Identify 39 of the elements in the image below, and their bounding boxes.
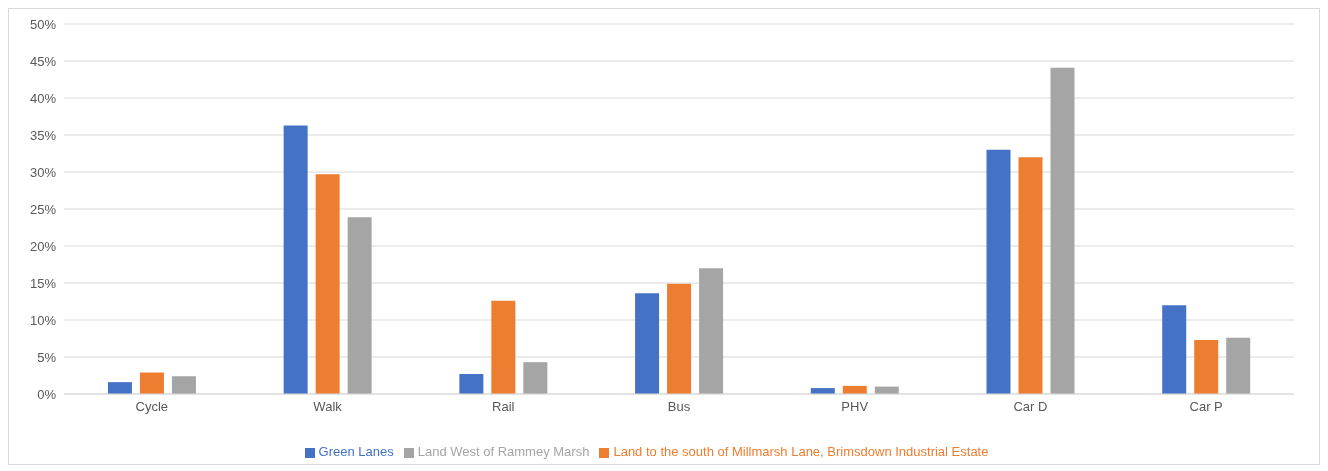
bar xyxy=(667,283,692,394)
bar xyxy=(1018,157,1043,394)
bar xyxy=(171,376,196,394)
bar xyxy=(1226,337,1251,394)
legend-label: Green Lanes xyxy=(318,444,394,459)
bar xyxy=(283,125,308,394)
y-tick-label: 25% xyxy=(29,201,57,217)
bar xyxy=(635,293,660,394)
y-tick-label: 35% xyxy=(29,127,57,143)
bar xyxy=(986,149,1011,394)
y-tick-label: 0% xyxy=(37,386,57,402)
bar xyxy=(1050,67,1075,394)
bar xyxy=(699,268,724,394)
x-tick-label: Rail xyxy=(492,399,515,415)
bar xyxy=(139,372,164,394)
x-tick-label: Car D xyxy=(1013,399,1048,415)
y-tick-label: 15% xyxy=(29,275,57,291)
y-tick-label: 20% xyxy=(29,238,57,254)
y-tick-label: 10% xyxy=(29,312,57,328)
y-tick-label: 40% xyxy=(29,90,57,106)
x-tick-label: Car P xyxy=(1189,399,1223,415)
y-tick-label: 5% xyxy=(37,349,57,365)
bar xyxy=(107,382,132,394)
bar xyxy=(523,362,548,394)
y-tick-label: 50% xyxy=(29,16,57,32)
y-tick-label: 45% xyxy=(29,53,57,69)
x-tick-label: Bus xyxy=(667,399,691,415)
bar xyxy=(347,217,372,394)
x-tick-label: PHV xyxy=(841,399,869,415)
legend-label: Land West of Rammey Marsh xyxy=(417,444,590,459)
x-tick-label: Walk xyxy=(313,399,343,415)
bar xyxy=(1162,305,1187,394)
y-tick-label: 30% xyxy=(29,164,57,180)
bar xyxy=(491,300,516,394)
x-tick-label: Cycle xyxy=(135,399,169,415)
bar xyxy=(459,374,484,394)
legend-label: Land to the south of Millmarsh Lane, Brimsdown Industrial Estate xyxy=(613,444,989,459)
bar xyxy=(315,174,340,394)
bar xyxy=(1194,339,1219,394)
